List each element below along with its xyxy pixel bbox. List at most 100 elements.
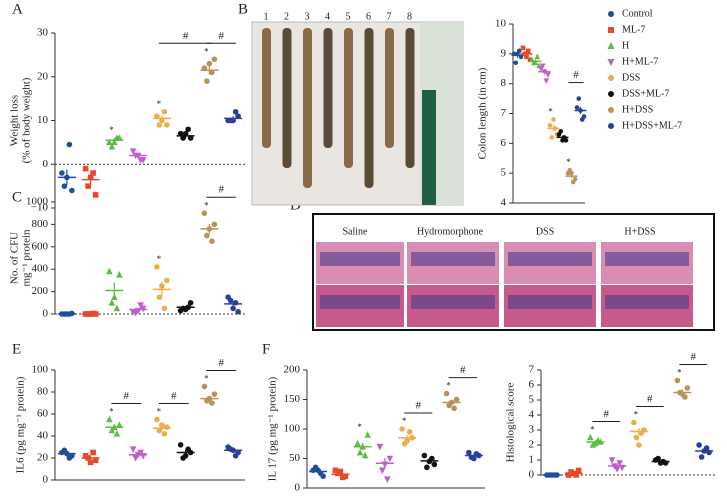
significance-star: * <box>109 125 114 135</box>
data-point <box>201 210 208 216</box>
data-point <box>698 454 705 460</box>
data-point <box>232 300 239 306</box>
data-point <box>511 51 517 57</box>
data-point <box>132 455 139 462</box>
data-point <box>522 51 528 57</box>
data-point <box>570 179 576 185</box>
data-point <box>66 141 73 148</box>
data-point <box>161 305 168 312</box>
data-point <box>111 423 118 430</box>
data-point <box>361 451 369 459</box>
data-point <box>85 183 91 189</box>
data-point <box>230 305 236 312</box>
significance-label: # <box>219 30 225 42</box>
data-point <box>185 126 191 133</box>
y-tick-label: 20 <box>37 452 49 464</box>
data-point <box>701 448 707 454</box>
y-tick-label: 150 <box>284 393 301 405</box>
legend-marker <box>608 107 614 113</box>
photo-label: 6 <box>366 11 371 22</box>
colon-sample <box>364 28 374 188</box>
panel-label: C <box>12 189 22 205</box>
data-point <box>421 452 428 459</box>
data-point <box>618 464 626 472</box>
y-tick-label: 10 <box>495 18 507 30</box>
data-point <box>209 238 215 244</box>
data-point <box>608 457 616 464</box>
y-tick-label: 7 <box>529 364 535 376</box>
data-point <box>706 449 712 456</box>
data-point <box>356 448 364 456</box>
histology-tissue <box>508 295 592 309</box>
significance-label: # <box>691 351 697 363</box>
ruler-strip <box>422 90 436 205</box>
legend-label: DSS+ML-7 <box>622 88 669 99</box>
y-tick-label: 0 <box>529 469 535 481</box>
data-point <box>570 470 577 477</box>
y-tick-label: 200 <box>284 364 301 376</box>
significance-label: # <box>604 408 610 420</box>
data-point <box>64 450 70 457</box>
data-point <box>134 451 142 459</box>
data-point <box>85 455 91 461</box>
histology-column-label: DSS <box>536 226 554 237</box>
data-point <box>108 142 116 150</box>
legend-marker <box>607 59 615 66</box>
data-point <box>549 135 555 140</box>
panel-label: B <box>238 1 248 17</box>
data-point <box>204 232 210 239</box>
data-point <box>579 117 585 122</box>
data-point <box>657 460 664 466</box>
data-point <box>636 442 642 448</box>
data-point <box>64 311 70 317</box>
legend-label: Control <box>622 8 653 19</box>
data-point <box>543 78 550 84</box>
data-point <box>541 69 548 76</box>
data-point <box>552 126 558 131</box>
data-point <box>337 468 344 475</box>
data-point <box>381 461 389 469</box>
data-point <box>209 69 215 76</box>
histology-tissue <box>411 295 495 309</box>
data-point <box>106 415 113 423</box>
y-tick-label: 4 <box>529 409 535 421</box>
legend-marker <box>608 11 614 17</box>
y-tick-label: 600 <box>32 240 49 252</box>
data-point <box>211 56 218 63</box>
data-point <box>558 129 564 134</box>
data-point <box>232 453 239 459</box>
histology-column-label: H+DSS <box>624 226 655 237</box>
data-point <box>164 122 170 128</box>
data-point <box>384 476 391 483</box>
y-axis-label: IL6 (pg mg⁻¹ protein) <box>15 376 27 473</box>
histology-tissue <box>411 252 495 266</box>
y-tick-label: 800 <box>32 218 49 230</box>
significance-label: # <box>124 390 130 402</box>
data-point <box>520 45 526 51</box>
data-point <box>113 430 121 437</box>
data-point <box>539 63 546 70</box>
data-point <box>59 170 65 176</box>
colon-sample <box>344 28 353 168</box>
data-point <box>164 424 170 431</box>
data-point <box>404 438 410 444</box>
data-point <box>116 271 123 278</box>
y-tick-label: 30 <box>37 27 49 39</box>
data-point <box>92 457 99 463</box>
data-point <box>180 135 186 141</box>
y-tick-label: 0 <box>43 308 49 320</box>
data-point <box>113 134 121 141</box>
data-point <box>409 435 415 441</box>
data-point <box>92 192 99 198</box>
significance-label: # <box>183 30 189 42</box>
data-point <box>578 108 583 113</box>
data-point <box>426 458 433 465</box>
significance-star: * <box>204 374 209 384</box>
data-point <box>69 187 75 194</box>
data-point <box>424 464 430 471</box>
data-point <box>182 306 189 313</box>
data-point <box>227 297 234 304</box>
data-point <box>187 300 194 306</box>
data-point <box>235 113 241 119</box>
y-tick-label: 7 <box>501 107 507 119</box>
